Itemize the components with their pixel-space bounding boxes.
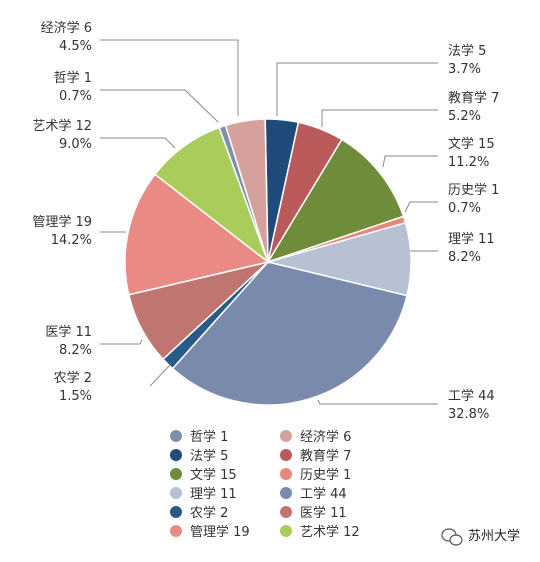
slice-label-name-10: 医学 11 bbox=[45, 324, 92, 340]
legend-label-3: 法学 5 bbox=[190, 448, 228, 464]
legend-label-10: 医学 11 bbox=[300, 505, 347, 521]
slice-label-percent-2: 4.5% bbox=[59, 39, 92, 54]
slice-label-name-11: 管理学 19 bbox=[32, 214, 92, 230]
pie-slices bbox=[124, 118, 412, 406]
slice-label-percent-3: 3.7% bbox=[448, 62, 481, 77]
legend-label-12: 艺术学 12 bbox=[300, 524, 360, 540]
slice-label-name-4: 教育学 7 bbox=[448, 90, 499, 106]
watermark-text: 苏州大学 bbox=[468, 528, 520, 544]
pie-slice-8 bbox=[171, 261, 408, 406]
legend-label-6: 历史学 1 bbox=[300, 467, 351, 483]
leader-line-5 bbox=[382, 155, 438, 168]
slice-label-percent-8: 32.8% bbox=[448, 407, 489, 422]
legend-swatch-12 bbox=[280, 525, 292, 537]
leader-line-8 bbox=[317, 399, 438, 405]
legend-swatch-4 bbox=[280, 449, 292, 461]
slice-label-percent-11: 14.2% bbox=[51, 233, 92, 248]
slice-label-name-9: 农学 2 bbox=[54, 370, 92, 386]
legend-swatch-9 bbox=[170, 506, 182, 518]
legend-swatch-7 bbox=[170, 487, 182, 499]
legend-label-5: 文学 15 bbox=[190, 467, 237, 483]
legend-label-8: 工学 44 bbox=[300, 486, 347, 502]
leader-line-10 bbox=[100, 339, 143, 345]
slice-labels: 哲学 1 0.7% 经济学 6 4.5% 法学 5 3.7% 教育学 7 5.2% 文学 15 1… bbox=[32, 20, 499, 422]
slice-label-percent-12: 9.0% bbox=[59, 137, 92, 152]
leader-line-6 bbox=[404, 201, 438, 213]
legend-swatch-2 bbox=[280, 430, 292, 442]
pie-slice-2 bbox=[224, 118, 269, 263]
slice-label-name-7: 理学 11 bbox=[448, 231, 495, 247]
slice-label-percent-9: 1.5% bbox=[59, 389, 92, 404]
leader-line-1 bbox=[100, 89, 219, 123]
legend-swatch-6 bbox=[280, 468, 292, 480]
slice-label-name-8: 工学 44 bbox=[448, 388, 495, 404]
pie-slice-5 bbox=[266, 138, 405, 264]
slice-label-percent-6: 0.7% bbox=[448, 201, 481, 216]
legend-label-9: 农学 2 bbox=[190, 505, 228, 521]
leader-line-12 bbox=[100, 137, 176, 149]
leader-lines bbox=[100, 39, 438, 405]
slice-label-name-5: 文学 15 bbox=[448, 136, 495, 152]
slice-label-name-6: 历史学 1 bbox=[448, 182, 499, 198]
leader-line-2 bbox=[100, 39, 239, 116]
leader-line-9 bbox=[149, 364, 171, 387]
legend-swatch-5 bbox=[170, 468, 182, 480]
legend-swatch-11 bbox=[170, 525, 182, 537]
pie-slice-11 bbox=[124, 173, 270, 296]
slice-label-percent-5: 11.2% bbox=[448, 155, 489, 170]
slice-label-percent-7: 8.2% bbox=[448, 250, 481, 265]
slice-label-percent-10: 8.2% bbox=[59, 343, 92, 358]
slice-label-name-3: 法学 5 bbox=[448, 43, 486, 59]
leader-line-4 bbox=[321, 109, 438, 127]
legend-label-4: 教育学 7 bbox=[300, 448, 351, 464]
legend-swatch-3 bbox=[170, 449, 182, 461]
watermark: 苏州大学 bbox=[441, 528, 520, 546]
legend-swatch-1 bbox=[170, 430, 182, 442]
wechat-icon bbox=[441, 528, 463, 546]
legend-label-1: 哲学 1 bbox=[190, 429, 228, 445]
leader-line-3 bbox=[276, 62, 438, 116]
legend-label-2: 经济学 6 bbox=[300, 429, 351, 445]
slice-label-name-1: 哲学 1 bbox=[54, 70, 92, 86]
pie-slice-12 bbox=[153, 126, 270, 265]
legend: 哲学 1 经济学 6 法学 5 教育学 7 文学 15 历史学 1 理学 11 工学 44 农学… bbox=[170, 429, 360, 540]
legend-swatch-10 bbox=[280, 506, 292, 518]
slice-label-name-12: 艺术学 12 bbox=[32, 118, 92, 134]
legend-label-11: 管理学 19 bbox=[190, 524, 250, 540]
slice-label-percent-1: 0.7% bbox=[59, 89, 92, 104]
slice-label-name-2: 经济学 6 bbox=[41, 20, 92, 36]
legend-label-7: 理学 11 bbox=[190, 486, 237, 502]
slice-label-percent-4: 5.2% bbox=[448, 109, 481, 124]
legend-swatch-8 bbox=[280, 487, 292, 499]
